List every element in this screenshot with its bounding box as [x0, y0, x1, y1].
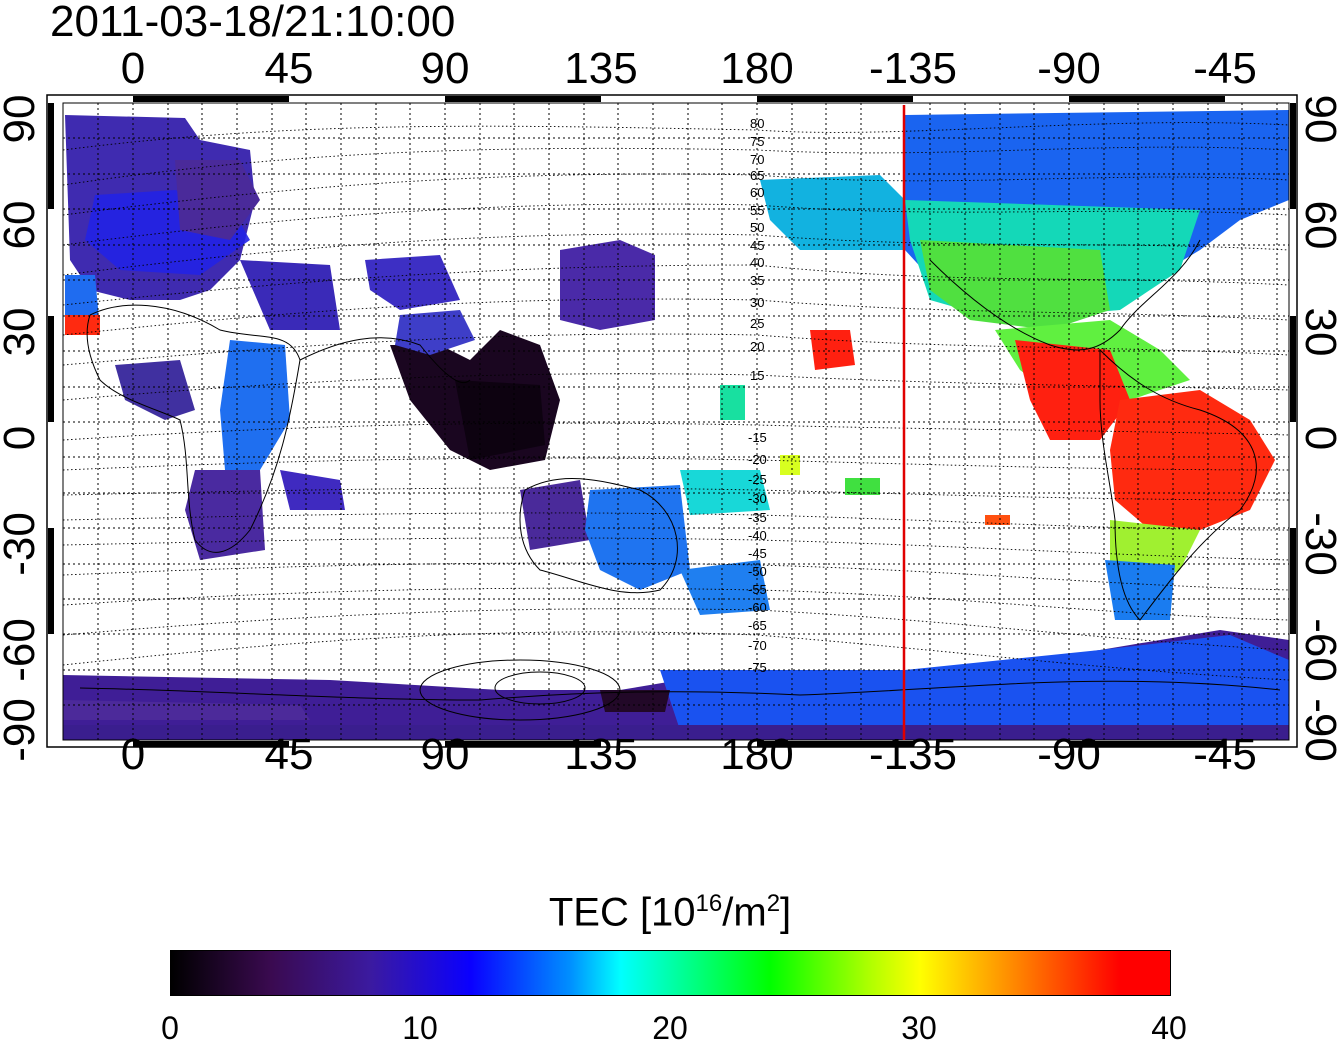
timestamp: 2011-03-18/21:10:00	[50, 0, 456, 46]
mlat-label: -60	[748, 600, 767, 615]
colorbar	[170, 950, 1171, 996]
lon-tick-bottom-2: 90	[420, 730, 470, 779]
lat-tick-right-6: -90	[1296, 698, 1340, 762]
frame-tick-bars	[48, 96, 1296, 747]
magnetic-latitude-contours	[63, 122, 1289, 681]
lon-tick-top-3: 135	[564, 44, 638, 93]
lat-tick-left-6: -90	[0, 698, 44, 762]
map-frame	[46, 94, 1298, 748]
colorbar-tick: 30	[901, 1010, 937, 1046]
mlat-label: 25	[750, 316, 765, 331]
mlat-label: -65	[748, 618, 767, 633]
mlat-label: 80	[750, 116, 765, 131]
coastlines	[79, 239, 1281, 701]
mlat-label: -40	[748, 528, 767, 543]
tec-data-layer	[63, 110, 1289, 740]
mlat-label: 45	[750, 238, 765, 253]
mlat-label: 30	[750, 295, 765, 310]
mlat-label: -30	[748, 491, 767, 506]
lon-tick-bottom-1: 45	[264, 730, 314, 779]
lon-tick-top-0: 0	[120, 44, 146, 93]
lat-tick-right-4: -30	[1296, 512, 1340, 576]
colorbar-tick: 0	[161, 1010, 179, 1046]
mlat-label: -55	[748, 582, 767, 597]
mlat-label: 20	[750, 339, 765, 354]
colorbar-tick: 20	[652, 1010, 688, 1046]
lat-tick-left-0: 90	[0, 94, 44, 144]
mlat-label: -50	[748, 564, 767, 579]
lon-tick-bottom-3: 135	[564, 730, 638, 779]
lat-tick-right-2: 30	[1296, 307, 1340, 357]
mlat-label: -25	[748, 472, 767, 487]
lon-tick-top-2: 90	[420, 44, 470, 93]
lon-tick-top-1: 45	[264, 44, 314, 93]
lon-tick-top-5: -135	[868, 44, 958, 93]
lon-tick-top-7: -45	[1193, 44, 1257, 93]
mlat-label: 50	[750, 220, 765, 235]
mlat-label: 70	[750, 152, 765, 167]
lon-tick-bottom-5: -135	[868, 730, 958, 779]
lat-tick-left-1: 60	[0, 200, 44, 250]
lon-tick-bottom-7: -45	[1193, 730, 1257, 779]
lat-tick-left-4: -30	[0, 512, 44, 576]
mlat-label: -20	[748, 452, 767, 467]
lon-tick-bottom-6: -90	[1037, 730, 1101, 779]
mlat-label: -70	[748, 638, 767, 653]
lon-tick-bottom-4: 180	[720, 730, 794, 779]
colorbar-title-exponent: 16	[695, 890, 723, 917]
mlat-label: 60	[750, 185, 765, 200]
mlat-label: -15	[748, 430, 767, 445]
mlat-label: 35	[750, 273, 765, 288]
colorbar-title: TEC [1016/m2]	[0, 890, 1340, 935]
lon-tick-top-6: -90	[1037, 44, 1101, 93]
lat-tick-left-3: 0	[0, 388, 45, 488]
mlat-label: -75	[748, 660, 767, 675]
colorbar-title-exponent2: 2	[766, 890, 781, 917]
lon-tick-bottom-0: 0	[120, 730, 146, 779]
mlat-label: -35	[748, 510, 767, 525]
south-magnetic-pole-contours	[419, 659, 621, 721]
lat-tick-right-0: 90	[1296, 94, 1340, 144]
mlat-label: 65	[750, 168, 765, 183]
lat-tick-right-3: 0	[1295, 388, 1340, 488]
mlat-label: 75	[750, 134, 765, 149]
colorbar-title-prefix: TEC [10	[548, 890, 696, 935]
colorbar-title-unit: /m	[722, 890, 767, 935]
colorbar-tick: 10	[402, 1010, 438, 1046]
lat-tick-left-2: 30	[0, 307, 44, 357]
lon-tick-top-4: 180	[720, 44, 794, 93]
lat-tick-right-1: 60	[1296, 200, 1340, 250]
mlat-label: -45	[748, 546, 767, 561]
mlat-label: 40	[750, 255, 765, 270]
colorbar-title-suffix: ]	[780, 890, 792, 935]
mlat-label: 55	[750, 203, 765, 218]
colorbar-tick: 40	[1151, 1010, 1187, 1046]
mlat-label: 15	[750, 368, 765, 383]
